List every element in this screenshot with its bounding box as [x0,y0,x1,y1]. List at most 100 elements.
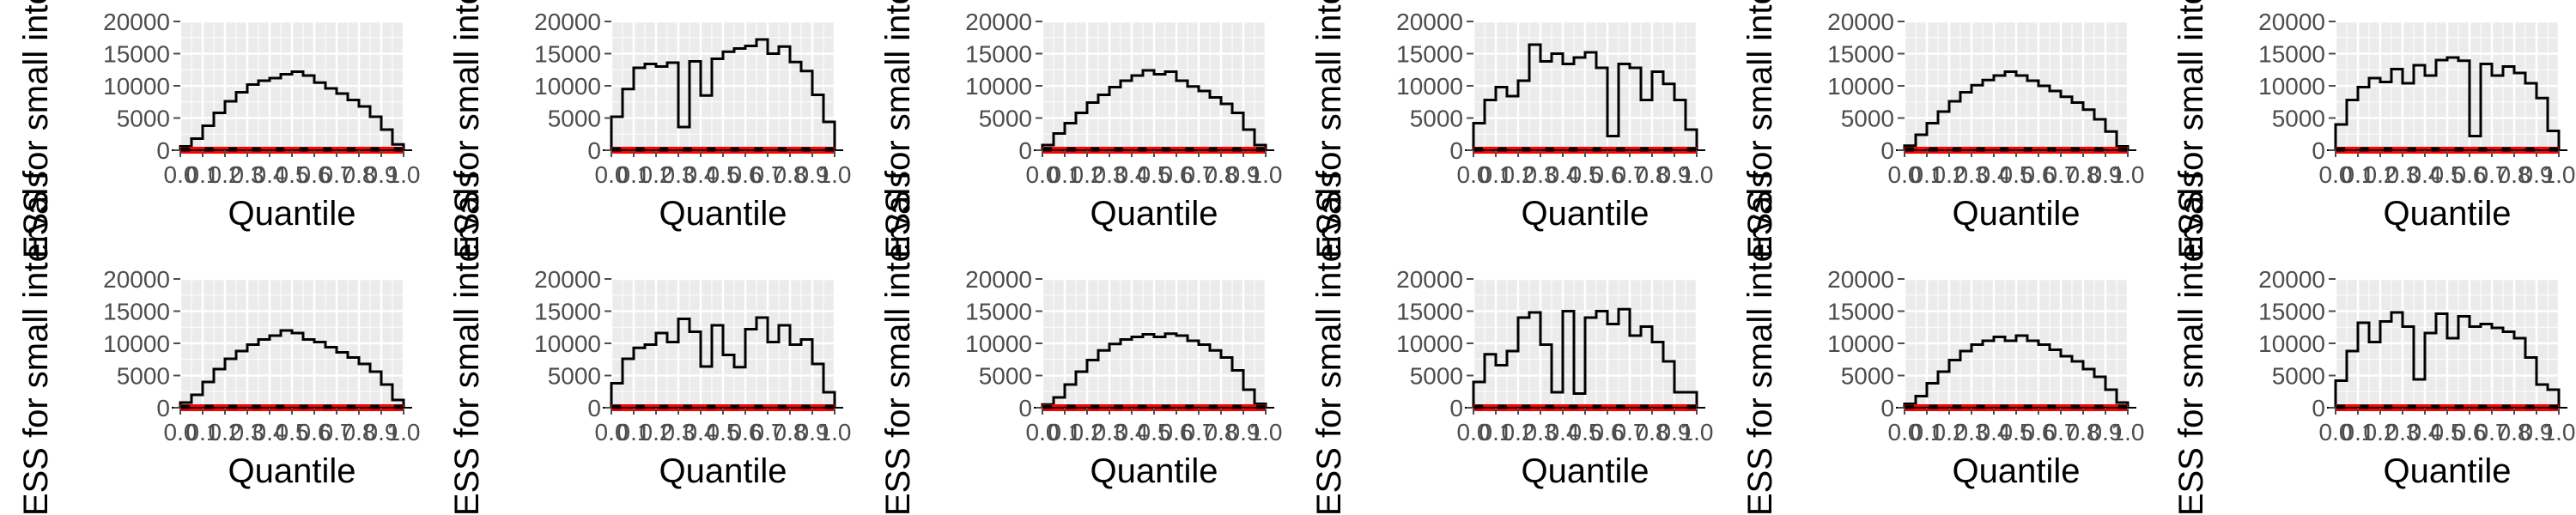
x-tick-label: 0.7 [1182,419,1216,445]
x-tick-label: 0.3 [1955,419,1989,445]
x-tick-label: 0.5 [2000,161,2033,188]
y-tick-label: 15000 [1396,299,1463,325]
x-tick-label: 0.5 [2431,419,2464,445]
x-tick-label: 0.3 [1093,161,1127,188]
ess-step-line [2334,56,2561,150]
x-tick-label: 0.4 [1546,161,1580,188]
x-tick-label: 0.2 [209,161,242,188]
x-axis-title: Quantile [1522,452,1649,490]
y-tick-label: 5000 [1410,363,1463,390]
y-tick-label: 15000 [965,41,1032,68]
x-tick-label: 0.3 [231,419,264,445]
x-tick-label: 0.5 [276,161,309,188]
y-tick-label: 10000 [1827,73,1894,100]
x-tick-label: 0.9 [796,419,829,445]
chart-panel: 050001000015000200000.00.10.20.30.40.50.… [1741,171,2144,515]
y-tick-label: 5000 [1410,106,1463,132]
x-tick-label: 0.4 [684,161,718,188]
y-tick-label: 10000 [1827,330,1894,357]
x-tick-label: 0.3 [231,161,264,188]
x-tick-label: 0.0 [595,161,629,188]
y-tick-label: 10000 [103,73,170,100]
x-tick-label: 0.6 [1591,419,1625,445]
y-tick-label: 0 [587,395,601,421]
x-tick-label: 1.0 [387,161,421,188]
x-tick-label: 0.4 [1978,419,2011,445]
y-tick-label: 20000 [103,9,170,35]
x-tick-label: 0.5 [1569,419,1602,445]
y-tick-label: 10000 [534,330,601,357]
y-axis-title: ESS for small intervals [17,171,55,515]
x-axis-title: Quantile [1091,452,1218,490]
ess-step-line [1903,70,2129,150]
y-axis-title: ESS for small intervals [448,0,486,258]
y-tick-label: 15000 [103,41,170,68]
x-tick-label: 0.4 [1115,161,1149,188]
y-tick-label: 5000 [1841,363,1894,390]
x-tick-label: 0.0 [164,419,197,445]
y-tick-label: 15000 [1396,41,1463,68]
x-tick-label: 0.1 [1048,161,1082,188]
x-tick-label: 0.9 [365,419,398,445]
chart-panel: 050001000015000200000.00.10.20.30.40.50.… [879,171,1282,515]
ess-step-line [179,329,405,408]
y-tick-label: 0 [2312,137,2325,164]
x-tick-label: 0.5 [707,419,740,445]
x-tick-label: 0.2 [2364,161,2397,188]
x-tick-label: 0.6 [2453,419,2487,445]
x-tick-label: 0.2 [1502,419,1535,445]
x-tick-label: 0.6 [1160,161,1194,188]
x-tick-label: 0.0 [1457,419,1491,445]
x-tick-label: 0.9 [1227,161,1261,188]
x-tick-label: 0.6 [298,419,331,445]
x-tick-label: 0.2 [640,161,673,188]
x-tick-label: 0.3 [662,419,696,445]
chart-panel: 050001000015000200000.00.10.20.30.40.50.… [879,0,1282,258]
chart-panel: 050001000015000200000.00.10.20.30.40.50.… [1310,0,1713,258]
y-tick-label: 0 [156,395,170,421]
x-tick-label: 0.5 [276,419,309,445]
x-axis-title: Quantile [1953,452,2081,490]
y-tick-label: 5000 [117,363,170,390]
y-tick-label: 20000 [2258,266,2325,293]
x-tick-label: 1.0 [2111,419,2145,445]
y-axis-title: ESS for small intervals [879,171,917,515]
x-tick-label: 0.7 [751,161,785,188]
x-tick-label: 0.6 [1160,419,1194,445]
x-tick-label: 0.4 [1546,419,1580,445]
x-tick-label: 0.0 [1457,161,1491,188]
y-axis-title: ESS for small intervals [448,171,486,515]
chart-panel: 050001000015000200000.00.10.20.30.40.50.… [17,0,420,258]
ess-step-line [2334,311,2561,408]
x-tick-label: 0.7 [2476,419,2509,445]
y-tick-label: 20000 [965,266,1032,293]
x-tick-label: 0.8 [2498,161,2531,188]
x-tick-label: 0.4 [2409,419,2442,445]
ess-step-line [610,38,836,150]
x-tick-label: 0.1 [1911,419,1944,445]
y-tick-label: 15000 [2258,41,2325,68]
y-tick-label: 5000 [117,106,170,132]
x-tick-label: 1.0 [2543,161,2576,188]
ess-step-line [1041,69,1267,150]
x-tick-label: 0.7 [2044,419,2078,445]
y-tick-label: 20000 [1827,266,1894,293]
y-axis-title: ESS for small intervals [17,0,55,258]
y-tick-label: 0 [1449,395,1463,421]
x-tick-label: 0.6 [729,161,762,188]
y-tick-label: 20000 [965,9,1032,35]
ess-step-line [610,316,836,408]
x-tick-label: 0.5 [1138,161,1171,188]
x-tick-label: 0.7 [1613,419,1647,445]
y-tick-label: 5000 [548,363,601,390]
x-tick-label: 0.1 [2342,419,2375,445]
x-tick-label: 0.2 [2364,419,2397,445]
x-tick-label: 1.0 [1680,419,1714,445]
x-tick-label: 0.2 [640,419,673,445]
x-axis-title: Quantile [1522,195,1649,233]
chart-panel: 050001000015000200000.00.10.20.30.40.50.… [2172,0,2575,258]
x-tick-label: 0.1 [1048,419,1082,445]
x-tick-label: 0.6 [298,161,331,188]
x-tick-label: 0.1 [186,161,220,188]
